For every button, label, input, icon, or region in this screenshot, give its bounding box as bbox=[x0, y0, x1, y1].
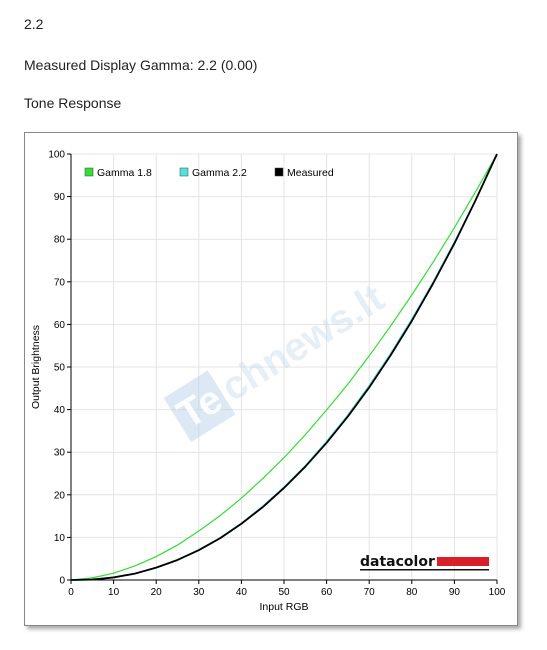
x-tick-label: 10 bbox=[108, 587, 120, 598]
watermark-text: chnews.lt bbox=[214, 276, 392, 410]
watermark-box-text: Te bbox=[170, 377, 230, 437]
y-tick-label: 20 bbox=[54, 490, 66, 501]
legend: Gamma 1.8 Gamma 2.2 Measured bbox=[84, 167, 334, 179]
series-line-measured bbox=[70, 153, 498, 581]
y-tick-label: 10 bbox=[54, 533, 66, 544]
x-tick-label: 0 bbox=[68, 587, 74, 598]
y-tick-label: 0 bbox=[59, 576, 65, 587]
legend-label-gamma-1-8: Gamma 1.8 bbox=[97, 167, 152, 179]
y-tick-label: 40 bbox=[54, 405, 66, 416]
tone-response-chart: Te chnews.lt 0 10 20 30 40 50 60 70 80 90 100 0 10 20… bbox=[30, 150, 506, 614]
watermark: Te chnews.lt bbox=[163, 276, 392, 443]
y-tick-label: 90 bbox=[54, 192, 66, 203]
legend-label-measured: Measured bbox=[287, 167, 334, 179]
legend-swatch-gamma-2-2 bbox=[179, 167, 189, 177]
x-tick-label: 30 bbox=[193, 587, 205, 598]
x-tick-label: 20 bbox=[151, 587, 163, 598]
y-tick-label: 70 bbox=[54, 277, 66, 288]
x-tick-label: 50 bbox=[278, 587, 290, 598]
legend-label-gamma-2-2: Gamma 2.2 bbox=[192, 167, 247, 179]
watermark-box bbox=[163, 370, 236, 443]
axis-ticks: 0 10 20 30 40 50 60 70 80 90 100 0 10 20 30 40 50 60 70 80 9… bbox=[48, 150, 505, 599]
x-tick-label: 60 bbox=[321, 587, 333, 598]
datacolor-logo-text: datacolor bbox=[360, 554, 435, 570]
y-tick-label: 50 bbox=[54, 363, 66, 374]
legend-swatch-gamma-1-8 bbox=[84, 167, 94, 177]
x-tick-label: 80 bbox=[406, 587, 418, 598]
x-axis-title: Input RGB bbox=[259, 601, 308, 613]
y-tick-label: 100 bbox=[48, 150, 65, 161]
x-tick-label: 70 bbox=[364, 587, 376, 598]
datacolor-logo: datacolor bbox=[360, 554, 489, 571]
y-axis-title: Output Brightness bbox=[30, 325, 42, 409]
series bbox=[70, 153, 498, 581]
chart-frame: Te chnews.lt 0 10 20 30 40 50 60 70 80 90 100 0 10 20… bbox=[24, 132, 518, 626]
y-tick-label: 30 bbox=[54, 448, 66, 459]
gamma-value-text: 2.2 bbox=[24, 16, 44, 32]
axes bbox=[70, 154, 497, 581]
datacolor-logo-underline bbox=[360, 569, 489, 571]
legend-swatch-measured bbox=[274, 167, 284, 177]
measured-gamma-text: Measured Display Gamma: 2.2 (0.00) bbox=[24, 57, 258, 73]
y-tick-label: 60 bbox=[54, 320, 66, 331]
section-title: Tone Response bbox=[24, 95, 122, 111]
x-tick-label: 90 bbox=[449, 587, 461, 598]
series-line-gamma-1-8 bbox=[70, 153, 498, 581]
y-tick-label: 80 bbox=[54, 235, 66, 246]
x-tick-label: 40 bbox=[236, 587, 248, 598]
datacolor-logo-bar bbox=[437, 557, 489, 566]
x-tick-label: 100 bbox=[489, 587, 506, 598]
